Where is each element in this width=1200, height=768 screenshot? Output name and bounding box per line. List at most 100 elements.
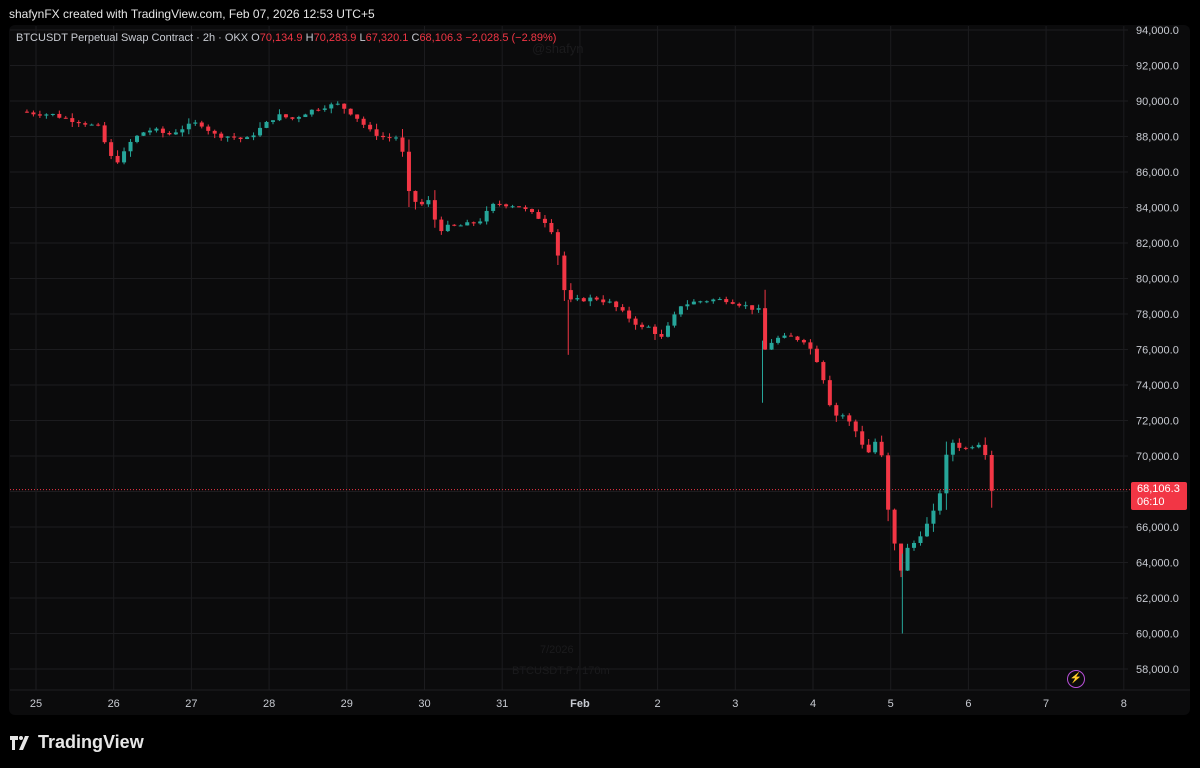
candle-body [186,123,191,130]
candle-body [296,117,301,119]
footer-brand[interactable]: TradingView [10,732,144,753]
candle-body [89,124,94,126]
candle-body [251,135,256,138]
candle-body [387,137,392,139]
candle-body [886,455,891,510]
candle-body [232,136,237,138]
footer-brand-text: TradingView [38,732,144,752]
candle-body [821,362,826,381]
candle-body [607,301,612,303]
candle-body [504,204,509,207]
legend-open: 70,134.9 [259,32,303,44]
candle-body [102,125,107,143]
lightning-bolt-icon[interactable]: ⚡ [1067,670,1085,688]
candle-body [381,135,386,138]
candle-body [698,301,703,303]
candle-body [452,224,457,226]
candle-body [219,133,224,138]
candle-body [860,431,865,445]
candle-body [348,108,353,115]
candle-body [445,224,450,232]
x-tick-label: 27 [185,698,197,710]
candle-body [225,136,230,138]
legend-high-label: H [305,32,314,44]
candle-body [206,126,211,131]
candle-body [432,200,437,220]
legend-high: 70,283.9 [313,32,357,44]
candle-body [562,255,567,291]
y-tick-label: 82,000.0 [1136,238,1179,250]
candle-body [290,117,295,119]
candle-body [536,212,541,219]
candle-body [737,303,742,306]
candle-body [394,137,399,139]
candle-body [329,104,334,109]
candle-body [924,523,929,537]
y-tick-label: 60,000.0 [1136,629,1179,641]
candle-body [141,132,146,136]
y-tick-label: 62,000.0 [1136,593,1179,605]
symbol-legend: BTCUSDT Perpetual Swap Contract · 2h · O… [16,32,556,44]
candle-body [322,108,327,110]
candle-body [193,122,198,124]
chart-panel[interactable] [9,25,1190,715]
candle-body [147,130,152,133]
candle-body [763,308,768,350]
candle-body [665,325,670,337]
candle-body [154,128,159,131]
x-tick-label: 30 [418,698,430,710]
y-tick-label: 72,000.0 [1136,416,1179,428]
candle-body [529,209,534,213]
candle-body [970,447,975,449]
candle-body [549,222,554,233]
y-tick-label: 90,000.0 [1136,96,1179,108]
candle-body [303,114,308,118]
candle-body [510,206,515,208]
candle-body [109,142,114,156]
candle-body [517,206,522,208]
candle-body [50,113,55,115]
candle-body [426,200,431,205]
candle-body [627,310,632,319]
candle-body [135,135,140,142]
candle-body [937,493,942,511]
candle-body [950,442,955,455]
candle-body [458,225,463,227]
watermark-bottom-2: BTCUSDT.P / 170m [512,665,610,677]
legend-low: 67,320.1 [365,32,409,44]
x-tick-label: Feb [570,698,590,710]
bar-countdown: 06:10 [1137,496,1165,508]
watermark-bottom-1: 7/2026 [540,644,574,656]
candle-body [899,543,904,571]
legend-close: 68,106.3 [419,32,463,44]
tradingview-logo-icon [10,735,29,750]
y-tick-label: 84,000.0 [1136,203,1179,215]
candle-body [879,441,884,456]
candle-body [776,337,781,343]
x-tick-label: 8 [1121,698,1127,710]
candle-body [128,141,133,152]
candle-body [957,442,962,448]
x-tick-label: 31 [496,698,508,710]
candle-body [342,103,347,109]
y-tick-label: 80,000.0 [1136,274,1179,286]
candle-body [173,132,178,135]
candle-body [122,151,127,163]
x-tick-label: 5 [888,698,894,710]
x-tick-label: 7 [1043,698,1049,710]
candle-body [245,137,250,140]
candle-body [847,415,852,422]
y-tick-label: 94,000.0 [1136,25,1179,37]
candle-body [361,118,366,125]
candle-body [374,129,379,136]
x-tick-label: 3 [732,698,738,710]
candle-body [704,301,709,303]
candle-body [873,441,878,453]
candle-body [756,308,761,310]
candle-body [840,415,845,417]
candle-body [406,151,411,192]
candle-body [795,336,800,341]
candle-body [70,118,75,123]
